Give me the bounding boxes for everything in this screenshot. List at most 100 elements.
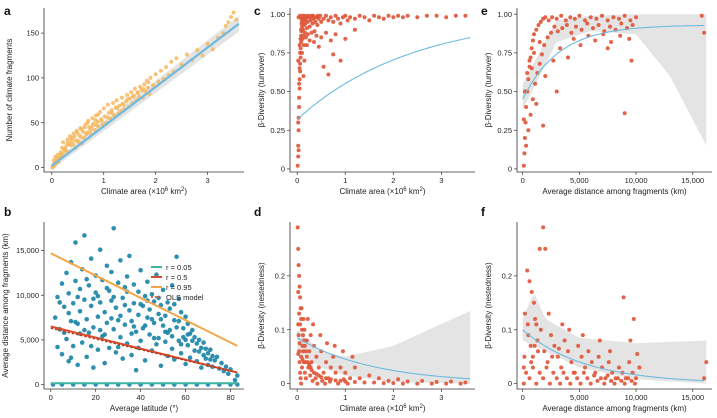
data-point xyxy=(183,361,188,367)
data-point xyxy=(618,33,623,38)
data-point xyxy=(70,301,76,306)
data-point xyxy=(142,293,148,299)
data-point xyxy=(529,66,534,71)
data-point xyxy=(609,40,614,44)
data-point xyxy=(183,314,188,320)
data-point xyxy=(386,13,391,18)
data-point xyxy=(367,18,372,23)
data-point xyxy=(615,376,620,381)
data-point xyxy=(298,69,303,74)
confidence-band xyxy=(297,310,471,384)
data-point xyxy=(172,317,177,323)
y-tick-label: 1.00 xyxy=(497,10,512,19)
data-point xyxy=(297,95,302,100)
data-point xyxy=(64,270,69,276)
data-point xyxy=(91,325,96,330)
data-point xyxy=(138,84,143,89)
fit-line xyxy=(51,22,240,167)
data-point xyxy=(320,378,325,383)
data-point xyxy=(158,317,164,322)
data-point xyxy=(66,310,71,316)
data-point xyxy=(420,378,425,383)
data-point xyxy=(174,56,179,61)
data-point xyxy=(183,337,188,343)
data-point xyxy=(64,336,69,342)
data-point xyxy=(110,110,115,115)
data-point xyxy=(529,360,534,365)
data-point xyxy=(196,349,202,354)
data-point xyxy=(169,59,174,64)
data-point xyxy=(560,322,565,327)
data-point xyxy=(82,297,87,303)
data-point xyxy=(303,376,308,381)
y-tick-label: 0.2 xyxy=(275,271,285,280)
regression-line xyxy=(50,252,238,347)
data-point xyxy=(309,360,314,365)
x-tick-label: 0 xyxy=(295,393,299,402)
data-point xyxy=(223,364,229,370)
data-point xyxy=(234,17,239,22)
data-point xyxy=(297,81,302,86)
data-point xyxy=(156,335,161,341)
data-point xyxy=(583,18,587,23)
data-point xyxy=(300,365,304,370)
data-point xyxy=(333,370,338,375)
data-point xyxy=(141,86,146,91)
data-point xyxy=(62,146,67,151)
y-tick-label: 0 xyxy=(35,163,39,172)
data-point xyxy=(350,354,355,359)
data-point xyxy=(585,21,590,26)
data-point xyxy=(297,105,302,109)
data-point xyxy=(205,351,211,356)
data-point xyxy=(343,36,348,41)
data-point xyxy=(522,354,527,359)
data-point xyxy=(429,381,434,386)
data-point xyxy=(297,86,302,91)
y-tick-label: 15,000 xyxy=(16,246,39,255)
y-tick-label: 0.1 xyxy=(502,325,512,334)
data-point xyxy=(605,373,610,378)
data-point xyxy=(88,343,94,349)
data-point xyxy=(583,365,587,370)
data-point xyxy=(591,26,595,31)
data-point xyxy=(142,323,148,328)
data-point xyxy=(296,263,301,268)
data-point xyxy=(597,338,602,343)
data-point xyxy=(127,253,132,259)
data-point xyxy=(297,77,302,82)
data-point xyxy=(318,333,323,338)
data-point xyxy=(532,50,536,55)
data-point xyxy=(184,52,189,57)
data-point xyxy=(61,304,67,310)
data-point xyxy=(569,30,574,35)
data-point xyxy=(303,35,308,40)
data-point xyxy=(122,284,128,290)
data-point xyxy=(165,330,170,336)
data-point xyxy=(333,13,338,18)
data-point xyxy=(129,318,134,324)
data-point xyxy=(77,309,83,314)
data-point xyxy=(131,301,137,306)
y-axis-label: Average distance among fragments (km) xyxy=(1,233,10,378)
data-point xyxy=(210,47,215,52)
data-point xyxy=(396,377,401,382)
data-point xyxy=(331,19,336,24)
data-point xyxy=(338,365,343,370)
data-point xyxy=(163,339,168,345)
data-point xyxy=(372,380,377,385)
data-point xyxy=(526,128,531,133)
data-point xyxy=(102,360,107,366)
data-point xyxy=(348,376,353,381)
panel-c: 0 1 2 3 0 0.25 0.50 0.75 1.00 Climate area (×106 … xyxy=(257,8,475,196)
data-point xyxy=(66,359,71,364)
data-point xyxy=(301,43,306,48)
data-point xyxy=(563,18,568,23)
data-point xyxy=(434,13,439,18)
y-tick-label: 10,000 xyxy=(16,291,39,300)
data-point xyxy=(119,95,124,100)
data-point xyxy=(528,112,533,117)
data-point xyxy=(298,13,303,18)
data-point xyxy=(561,370,566,375)
data-point xyxy=(65,141,70,146)
